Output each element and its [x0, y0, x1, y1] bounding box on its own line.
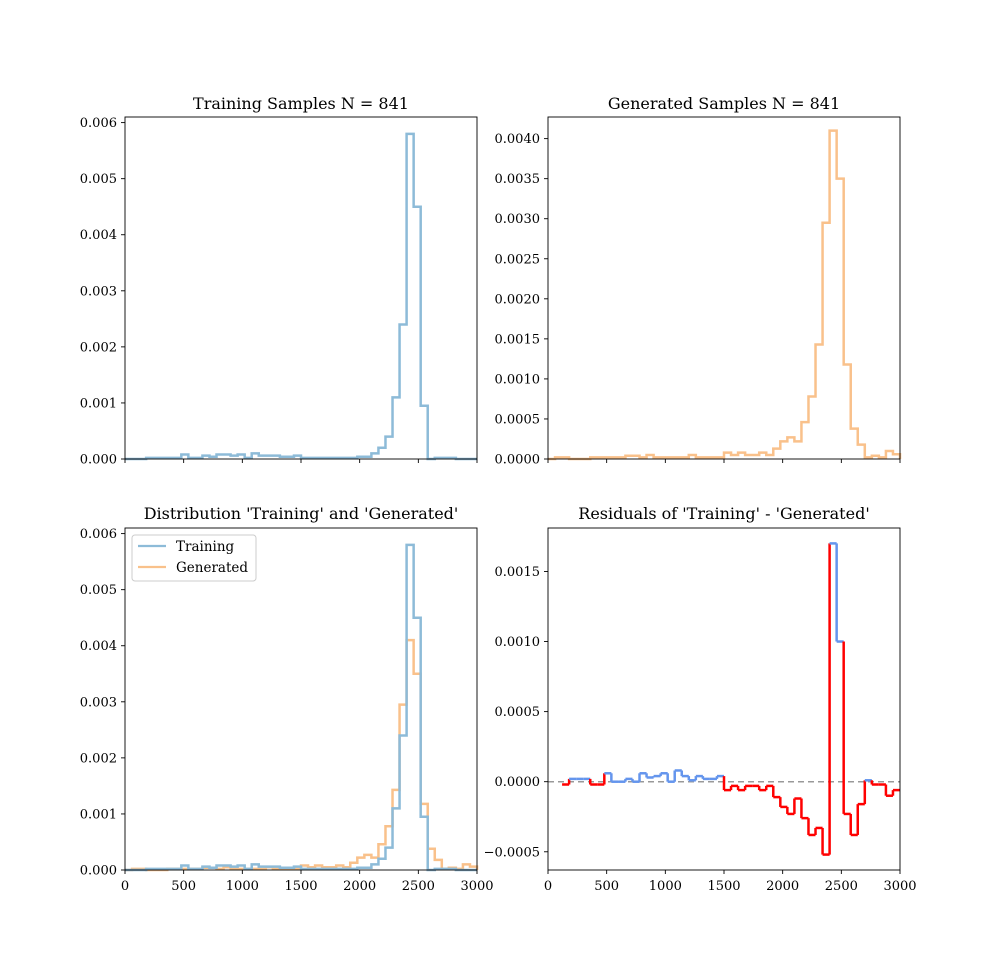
x-tick-label: 2500	[402, 879, 435, 894]
y-tick-label: 0.0015	[495, 565, 541, 580]
y-tick-label: 0.005	[80, 583, 117, 598]
y-tick-label: 0.003	[80, 284, 117, 299]
panel-title: Residuals of 'Training' - 'Generated'	[578, 504, 869, 523]
y-tick-label: 0.000	[80, 864, 117, 879]
x-tick-label: 2500	[825, 879, 858, 894]
y-tick-label: 0.001	[80, 396, 117, 411]
y-tick-label: 0.0000	[495, 775, 541, 790]
panel-title: Distribution 'Training' and 'Generated'	[144, 504, 459, 523]
y-tick-label: 0.001	[80, 807, 117, 822]
panel-title: Training Samples N = 841	[193, 94, 409, 113]
x-tick-label: 1500	[707, 879, 740, 894]
legend-label-training: Training	[176, 539, 235, 555]
x-ticks	[547, 459, 901, 463]
y-ticks: 0.000 0.001 0.002 0.003 0.004 0.005 0.006	[80, 116, 125, 468]
x-tick-label: 0	[544, 879, 552, 894]
legend-label-generated: Generated	[176, 560, 248, 576]
y-tick-label: 0.0035	[495, 172, 541, 187]
y-tick-label: 0.003	[80, 695, 117, 710]
y-tick-label: 0.0005	[495, 412, 541, 427]
x-ticks: 0 500 1000 1500 2000 2500 3000	[544, 870, 917, 894]
training-histogram-step	[125, 132, 477, 461]
x-tick-label: 2000	[343, 879, 376, 894]
panel-residuals: −0.0005 0.0000 0.0005 0.0010 0.0015 0 500 1000…	[484, 504, 917, 894]
y-ticks: 0.000 0.001 0.002 0.003 0.004 0.005 0.006	[80, 527, 125, 879]
residual-steps	[562, 542, 900, 856]
histogram-marks	[548, 129, 902, 461]
y-ticks: −0.0005 0.0000 0.0005 0.0010 0.0015	[484, 565, 548, 860]
histogram-marks	[548, 542, 900, 856]
y-tick-label: 0.0040	[495, 132, 541, 147]
y-tick-label: 0.006	[80, 116, 117, 131]
y-tick-label: 0.004	[80, 228, 117, 243]
x-tick-label: 1500	[284, 879, 317, 894]
panel-title: Generated Samples N = 841	[608, 94, 840, 113]
y-ticks: 0.0000 0.0005 0.0010 0.0015 0.0020 0.0025 0.00…	[495, 132, 548, 468]
panel-generated-samples: 0.0000 0.0005 0.0010 0.0015 0.0020 0.0025 0.00…	[495, 94, 902, 468]
y-tick-label: 0.0010	[495, 635, 541, 650]
generated-histogram-step	[548, 129, 902, 461]
x-tick-label: 500	[594, 879, 619, 894]
training-histogram-step	[125, 543, 477, 872]
y-tick-label: 0.002	[80, 751, 117, 766]
y-tick-label: 0.0005	[495, 705, 541, 720]
y-tick-label: 0.002	[80, 340, 117, 355]
x-tick-label: 0	[121, 879, 129, 894]
y-tick-label: 0.005	[80, 172, 117, 187]
histogram-marks	[125, 132, 477, 461]
y-tick-label: 0.006	[80, 527, 117, 542]
panel-distribution-combined: 0.000 0.001 0.002 0.003 0.004 0.005 0.006 0 500…	[80, 504, 494, 894]
y-tick-label: 0.0030	[495, 212, 541, 227]
x-ticks: 0 500 1000 1500 2000 2500 3000	[121, 870, 494, 894]
y-tick-label: 0.000	[80, 453, 117, 468]
y-tick-label: 0.0020	[495, 292, 541, 307]
histogram-marks	[125, 543, 479, 872]
x-tick-label: 2000	[766, 879, 799, 894]
x-tick-label: 500	[171, 879, 196, 894]
panel-training-samples: 0.000 0.001 0.002 0.003 0.004 0.005 0.006 Trai…	[80, 94, 478, 468]
y-tick-label: 0.0000	[495, 453, 541, 468]
y-tick-label: −0.0005	[484, 845, 540, 860]
x-tick-label: 1000	[649, 879, 682, 894]
x-tick-label: 3000	[883, 879, 916, 894]
x-ticks	[124, 459, 478, 463]
x-tick-label: 1000	[226, 879, 259, 894]
y-tick-label: 0.0010	[495, 372, 541, 387]
y-tick-label: 0.0015	[495, 332, 541, 347]
x-tick-label: 3000	[460, 879, 493, 894]
legend: Training Generated	[131, 534, 257, 582]
y-tick-label: 0.0025	[495, 252, 541, 267]
y-tick-label: 0.004	[80, 639, 117, 654]
